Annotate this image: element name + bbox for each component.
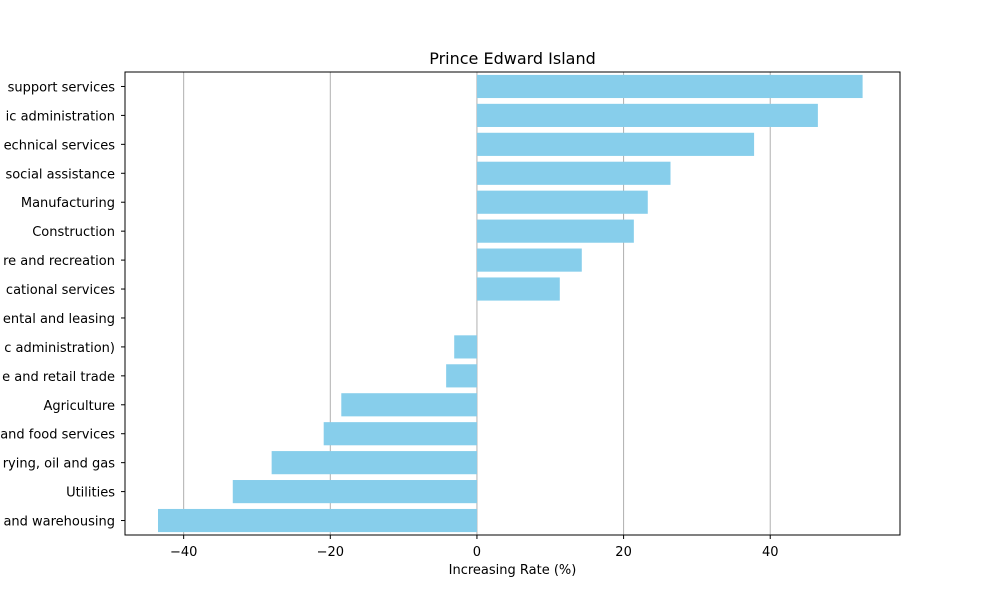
bar xyxy=(476,190,648,214)
y-tick-label: and food services xyxy=(0,428,115,443)
bar xyxy=(476,248,582,272)
x-tick-label: −40 xyxy=(170,545,197,560)
y-tick-label: ic administration xyxy=(6,109,115,124)
x-tick-label: −20 xyxy=(317,545,344,560)
y-tick-label: cational services xyxy=(6,283,115,298)
bar xyxy=(454,335,477,359)
chart-title: Prince Edward Island xyxy=(429,49,596,68)
x-tick-label: 0 xyxy=(473,545,481,560)
y-tick-label: support services xyxy=(8,80,116,95)
x-tick-label: 40 xyxy=(762,545,779,560)
x-axis-label: Increasing Rate (%) xyxy=(449,563,577,578)
bar xyxy=(232,480,477,504)
bar xyxy=(323,422,477,446)
plot-frame xyxy=(124,71,901,536)
y-tick-label: Agriculture xyxy=(44,399,116,414)
bar xyxy=(271,451,477,475)
bar xyxy=(341,393,477,417)
y-tick-label: rying, oil and gas xyxy=(3,457,116,472)
y-tick-label: Manufacturing xyxy=(21,196,115,211)
y-tick-label: social assistance xyxy=(5,167,115,182)
bar xyxy=(476,103,818,127)
y-tick-label: Utilities xyxy=(66,486,115,501)
x-tick-layer: −40 −20 0 20 40 xyxy=(170,535,779,560)
y-tick-label: c administration) xyxy=(4,341,115,356)
bar xyxy=(476,132,755,156)
bar xyxy=(446,364,477,388)
bar xyxy=(476,219,634,243)
bar xyxy=(476,74,863,99)
y-tick-label: and warehousing xyxy=(3,515,115,530)
bar xyxy=(476,277,560,301)
bar xyxy=(476,161,671,185)
y-tick-label: Construction xyxy=(32,225,115,240)
y-tick-layer: support services ic administration echnica… xyxy=(0,80,125,530)
x-tick-label: 20 xyxy=(615,545,632,560)
y-tick-label: ental and leasing xyxy=(3,312,115,327)
bar-layer xyxy=(157,74,863,533)
bar xyxy=(157,508,477,533)
y-tick-label: re and recreation xyxy=(3,254,115,269)
y-tick-label: echnical services xyxy=(4,138,116,153)
y-tick-label: e and retail trade xyxy=(2,370,115,385)
